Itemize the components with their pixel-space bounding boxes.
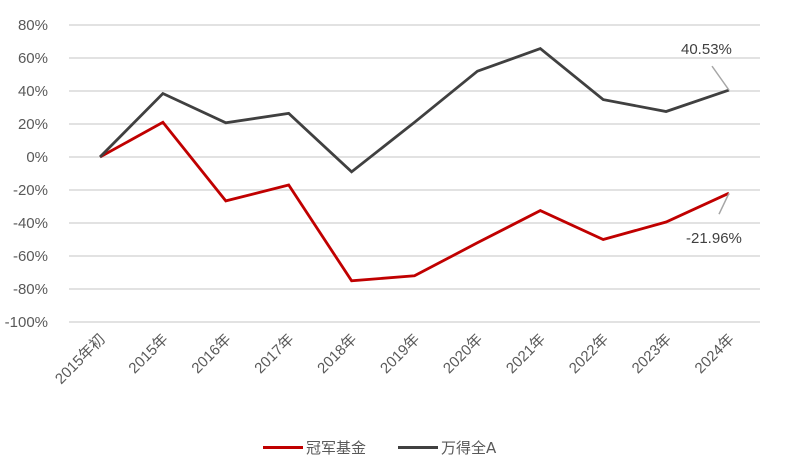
x-tick-label: 2020年 [440,331,486,377]
legend-swatch-gray-line [398,445,438,449]
y-tick-label: -40% [13,215,48,232]
x-tick-label: 2023年 [629,331,675,377]
series-line [99,120,730,283]
leader-line [718,192,730,215]
y-tick-label: -60% [13,248,48,265]
x-tick-label: 2021年 [503,331,549,377]
gridlines [69,24,760,323]
y-axis-labels: 80% 60% 40% 20% 0% -20% -40% -60% -80% -100% [5,17,48,331]
legend-label: 冠军基金 [306,438,367,457]
series-line [99,47,730,174]
y-tick-label: -80% [13,281,48,298]
legend-label: 万得全A [441,438,497,457]
series-lines [99,47,730,283]
x-axis-labels: 2015年初 2015年 2016年 2017年 2018年 2019年 2020年 2021… [52,331,738,388]
y-tick-label: 60% [18,50,48,67]
x-tick-label: 2017年 [251,331,297,377]
legend-swatch-red-line [263,445,303,449]
x-tick-label: 2016年 [188,331,234,377]
legend: 冠军基金 万得全A [0,434,786,460]
legend-item-wind-all-a: 万得全A [398,434,496,460]
leader-line [711,65,730,91]
x-tick-label: 2015年 [126,331,172,377]
annotation-champion-fund: -21.96% [686,230,742,247]
x-tick-label: 2019年 [377,331,423,377]
y-tick-label: -100% [5,314,48,331]
data-annotations: 40.53% -21.96% [681,41,742,247]
y-tick-label: 80% [18,17,48,34]
y-tick-label: 0% [26,149,48,166]
annotation-wind-all-a: 40.53% [681,41,732,58]
x-tick-label: 2015年初 [52,331,109,388]
y-tick-label: 40% [18,83,48,100]
y-tick-label: -20% [13,182,48,199]
x-tick-label: 2022年 [566,331,612,377]
legend-item-champion-fund: 冠军基金 [263,434,366,460]
x-tick-label: 2024年 [692,331,738,377]
x-tick-label: 2018年 [314,331,360,377]
y-tick-label: 20% [18,116,48,133]
